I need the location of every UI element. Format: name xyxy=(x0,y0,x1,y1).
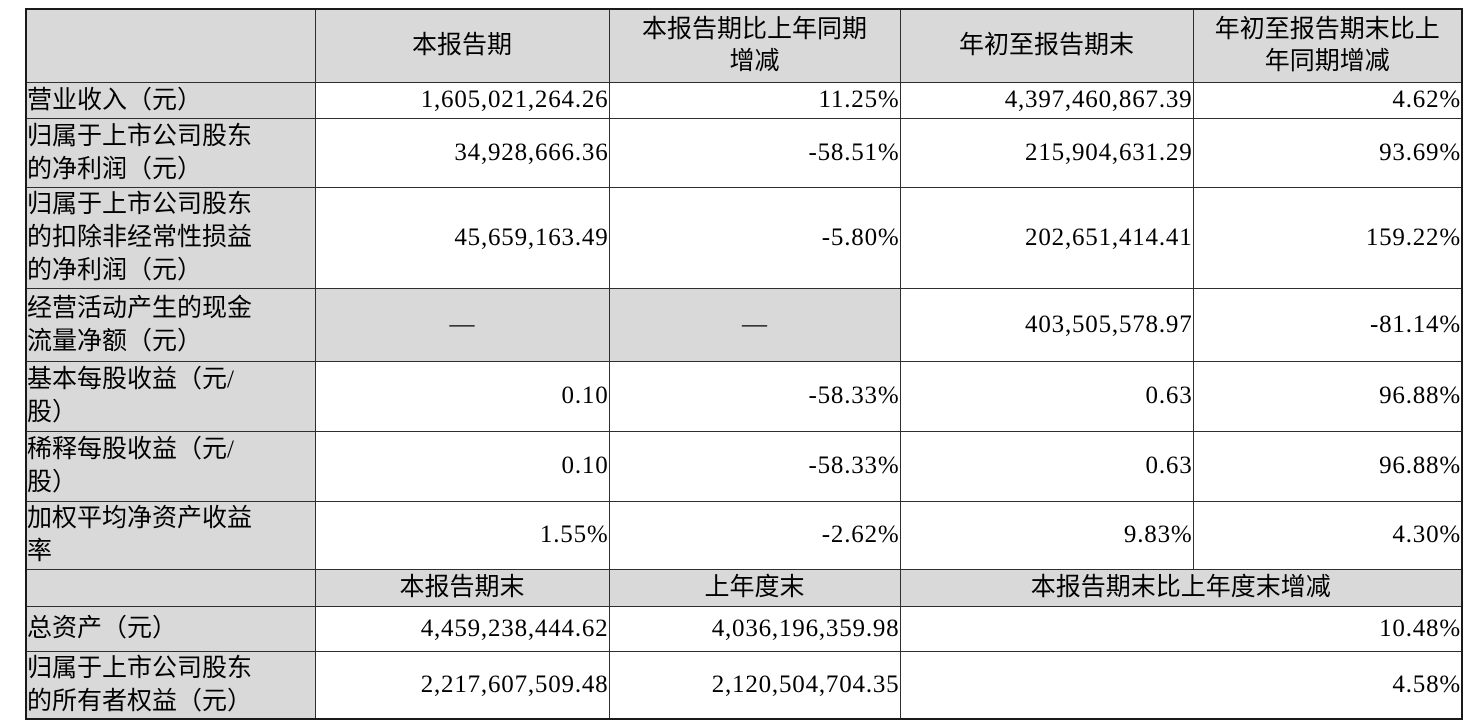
row-total-assets: 总资产（元） 4,459,238,444.62 4,036,196,359.98… xyxy=(25,605,1463,652)
value-cell: 4.58% xyxy=(899,650,1463,719)
value-cell: 2,217,607,509.48 xyxy=(314,650,610,719)
header-current-period-yoy-change: 本报告期比上年同期 增减 xyxy=(608,8,901,83)
row-label: 稀释每股收益（元/ 股） xyxy=(25,430,316,502)
value-cell: 11.25% xyxy=(608,81,901,119)
value-cell: -58.51% xyxy=(608,117,901,188)
header-empty-cell xyxy=(25,8,316,83)
row-equity-attributable: 归属于上市公司股东 的所有者权益（元） 2,217,607,509.48 2,1… xyxy=(25,650,1463,719)
value-cell: 159.22% xyxy=(1192,186,1463,289)
header-current-period: 本报告期 xyxy=(314,8,610,83)
row-label: 经营活动产生的现金 流量净额（元） xyxy=(25,287,316,362)
value-cell: 10.48% xyxy=(899,605,1463,652)
subheader-end-of-period: 本报告期末 xyxy=(314,568,610,607)
value-cell: -58.33% xyxy=(608,360,901,432)
row-net-profit-excl-nonrecurring: 归属于上市公司股东 的扣除非经常性损益 的净利润（元） 45,659,163.4… xyxy=(25,186,1463,289)
row-label: 归属于上市公司股东 的所有者权益（元） xyxy=(25,650,316,719)
financial-summary-table: 本报告期 本报告期比上年同期 增减 年初至报告期末 年初至报告期末比上 年同期增… xyxy=(25,8,1463,720)
value-cell: 96.88% xyxy=(1192,430,1463,502)
value-cell: 45,659,163.49 xyxy=(314,186,610,289)
value-cell: -5.80% xyxy=(608,186,901,289)
value-cell: -81.14% xyxy=(1192,287,1463,362)
value-cell: 34,928,666.36 xyxy=(314,117,610,188)
header-row: 本报告期 本报告期比上年同期 增减 年初至报告期末 年初至报告期末比上 年同期增… xyxy=(25,8,1463,83)
row-label: 加权平均净资产收益 率 xyxy=(25,500,316,570)
row-operating-revenue: 营业收入（元） 1,605,021,264.26 11.25% 4,397,46… xyxy=(25,81,1463,119)
value-cell: 4,036,196,359.98 xyxy=(608,605,901,652)
value-cell: 4.30% xyxy=(1192,500,1463,570)
row-diluted-eps: 稀释每股收益（元/ 股） 0.10 -58.33% 0.63 96.88% xyxy=(25,430,1463,502)
value-cell-na: — xyxy=(314,287,610,362)
row-label: 归属于上市公司股东 的净利润（元） xyxy=(25,117,316,188)
value-cell-na: — xyxy=(608,287,901,362)
value-cell: 215,904,631.29 xyxy=(899,117,1194,188)
value-cell: 4,459,238,444.62 xyxy=(314,605,610,652)
row-label: 基本每股收益（元/ 股） xyxy=(25,360,316,432)
value-cell: 93.69% xyxy=(1192,117,1463,188)
value-cell: 0.63 xyxy=(899,360,1194,432)
value-cell: -58.33% xyxy=(608,430,901,502)
value-cell: 4.62% xyxy=(1192,81,1463,119)
value-cell: 96.88% xyxy=(1192,360,1463,432)
header-year-to-date: 年初至报告期末 xyxy=(899,8,1194,83)
value-cell: 202,651,414.41 xyxy=(899,186,1194,289)
row-label: 营业收入（元） xyxy=(25,81,316,119)
value-cell: -2.62% xyxy=(608,500,901,570)
subheader-end-of-last-year: 上年度末 xyxy=(608,568,901,607)
row-weighted-avg-roe: 加权平均净资产收益 率 1.55% -2.62% 9.83% 4.30% xyxy=(25,500,1463,570)
value-cell: 9.83% xyxy=(899,500,1194,570)
value-cell: 2,120,504,704.35 xyxy=(608,650,901,719)
row-label: 总资产（元） xyxy=(25,605,316,652)
value-cell: 0.10 xyxy=(314,360,610,432)
value-cell: 403,505,578.97 xyxy=(899,287,1194,362)
value-cell: 0.63 xyxy=(899,430,1194,502)
row-operating-cash-flow: 经营活动产生的现金 流量净额（元） — — 403,505,578.97 -81… xyxy=(25,287,1463,362)
row-net-profit-attributable: 归属于上市公司股东 的净利润（元） 34,928,666.36 -58.51% … xyxy=(25,117,1463,188)
row-basic-eps: 基本每股收益（元/ 股） 0.10 -58.33% 0.63 96.88% xyxy=(25,360,1463,432)
row-label: 归属于上市公司股东 的扣除非经常性损益 的净利润（元） xyxy=(25,186,316,289)
value-cell: 4,397,460,867.39 xyxy=(899,81,1194,119)
subheader-row: 本报告期末 上年度末 本报告期末比上年度末增减 xyxy=(25,568,1463,607)
value-cell: 1,605,021,264.26 xyxy=(314,81,610,119)
value-cell: 1.55% xyxy=(314,500,610,570)
header-year-to-date-yoy-change: 年初至报告期末比上 年同期增减 xyxy=(1192,8,1463,83)
subheader-period-vs-last-year-change: 本报告期末比上年度末增减 xyxy=(899,568,1463,607)
value-cell: 0.10 xyxy=(314,430,610,502)
subheader-empty-cell xyxy=(25,568,316,607)
